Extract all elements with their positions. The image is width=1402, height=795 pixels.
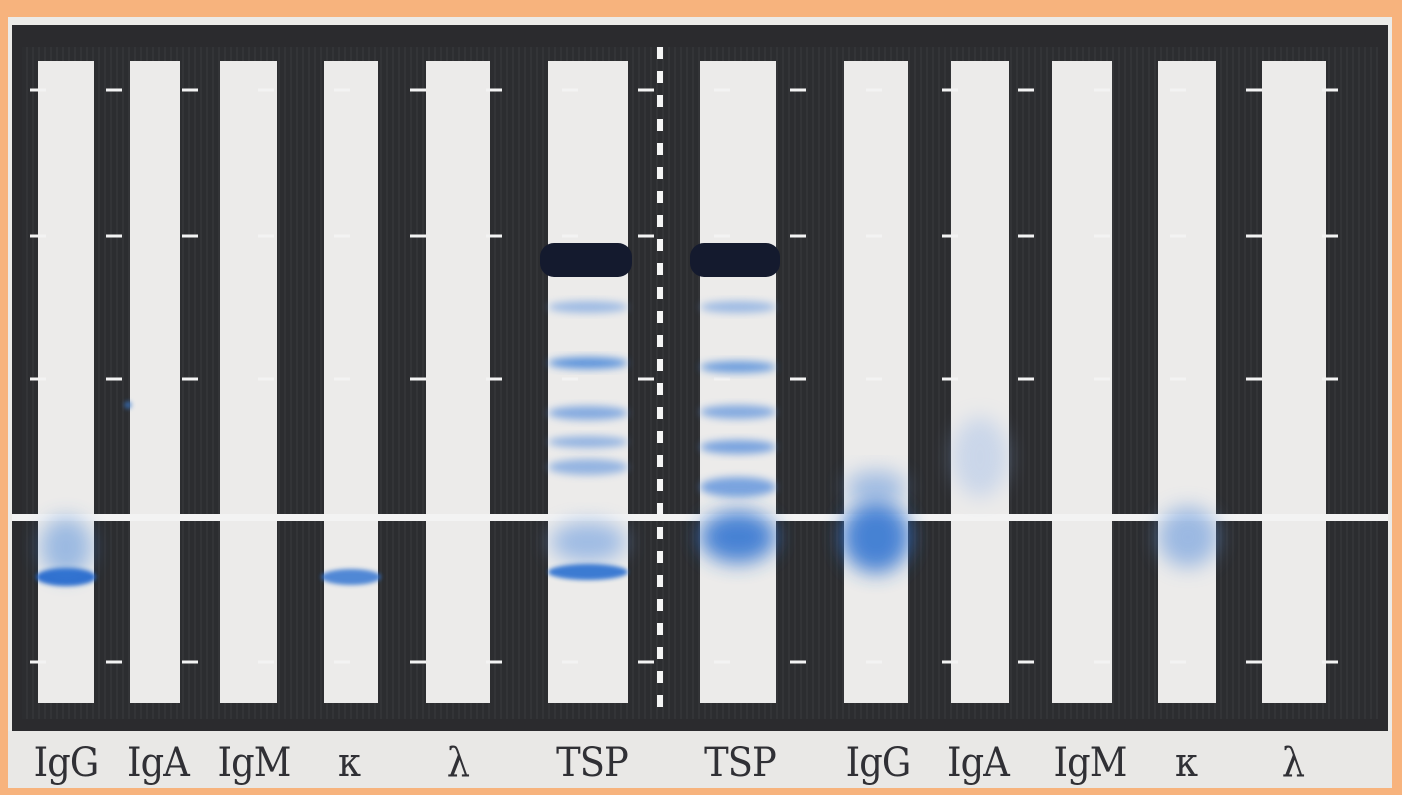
lane-label-4: κ: [337, 740, 361, 786]
lane-label-6: TSP: [556, 740, 629, 786]
lane-strip: [220, 61, 277, 703]
gel-plate: [8, 25, 1392, 788]
lane-strip: [1052, 61, 1112, 703]
lane-strip: [548, 61, 628, 703]
lane-label-12: λ: [1281, 740, 1305, 786]
lane-strip: [700, 61, 776, 703]
lane-strip: [1158, 61, 1216, 703]
lane-label-1: IgG: [33, 740, 100, 786]
lane-strip: [38, 61, 94, 703]
lane-label-8: IgG: [845, 740, 912, 786]
lane-label-10: IgM: [1053, 740, 1127, 786]
lane-label-2: IgA: [127, 740, 190, 786]
label-strip: [8, 731, 1392, 788]
lane-label-11: κ: [1174, 740, 1198, 786]
electrophoresis-photo: IgG IgA IgM κ λ TSP TSP IgG IgA IgM κ λ: [8, 17, 1392, 788]
reference-line: [12, 514, 1388, 521]
lane-label-3: IgM: [217, 740, 291, 786]
protein-bands: [36, 243, 1218, 586]
lane-strip: [951, 61, 1009, 703]
lane-strip: [324, 61, 378, 703]
lane-label-9: IgA: [947, 740, 1010, 786]
lane-strip: [130, 61, 180, 703]
lane-strip: [426, 61, 490, 703]
lane-strip: [1262, 61, 1326, 703]
lane-strips: [38, 61, 1326, 703]
lane-label-5: λ: [446, 740, 470, 786]
lane-label-7: TSP: [704, 740, 777, 786]
lane-strip: [844, 61, 908, 703]
